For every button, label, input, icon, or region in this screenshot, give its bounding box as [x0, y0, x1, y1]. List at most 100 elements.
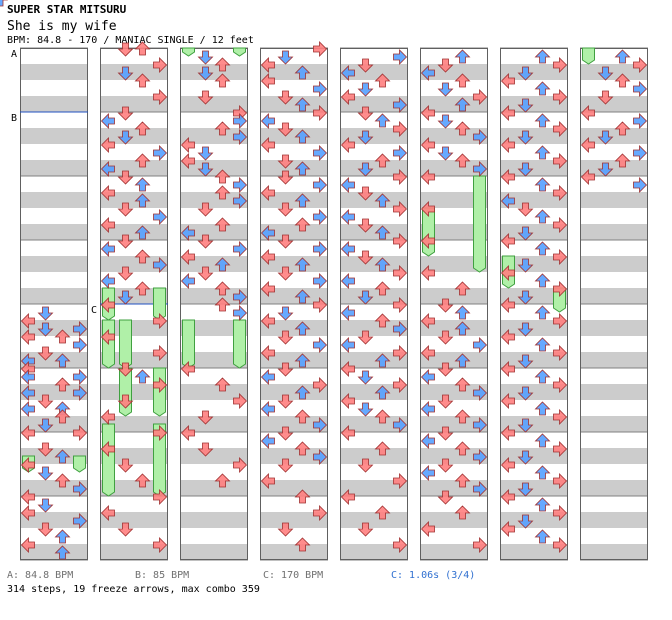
down-arrow-note [37, 466, 54, 481]
beat-stripe [100, 416, 168, 432]
down-arrow-note [357, 58, 374, 73]
down-arrow-note [277, 362, 294, 377]
freeze-arrow [182, 319, 195, 369]
beat-stripe [180, 480, 248, 496]
left-arrow-note [100, 441, 115, 457]
beat-stripe [20, 192, 88, 208]
chart-column [20, 47, 88, 561]
beat-stripe [180, 416, 248, 432]
right-arrow-note [393, 169, 408, 185]
left-arrow-note [260, 185, 275, 201]
right-arrow-note [393, 321, 408, 337]
beat-stripe [500, 480, 568, 496]
up-arrow-note [294, 217, 311, 232]
freeze-arrow [182, 47, 195, 57]
down-arrow-note [517, 482, 534, 497]
beat-stripe [180, 512, 248, 528]
left-arrow-note [500, 489, 515, 505]
beat-stripe [20, 96, 88, 112]
down-arrow-note [517, 98, 534, 113]
down-arrow-note [277, 170, 294, 185]
down-arrow-note [117, 362, 134, 377]
up-arrow-note [214, 297, 231, 312]
left-arrow-note [180, 361, 195, 377]
down-arrow-note [117, 458, 134, 473]
right-arrow-note [313, 241, 328, 257]
right-arrow-note [553, 153, 568, 169]
up-arrow-note [294, 289, 311, 304]
beat-stripe [420, 512, 488, 528]
down-arrow-note [37, 442, 54, 457]
left-arrow-note [340, 177, 355, 193]
down-arrow-note [37, 522, 54, 537]
right-arrow-note [153, 57, 168, 73]
left-arrow-note [500, 329, 515, 345]
chart-column [180, 47, 248, 561]
beat-stripe [580, 192, 648, 208]
undefined-arrow-note [0, 0, 8, 7]
beat-stripe [340, 96, 408, 112]
beat-stripe [500, 224, 568, 240]
beat-stripe [180, 64, 248, 80]
down-arrow-note [117, 66, 134, 81]
up-arrow-note [214, 73, 231, 88]
left-arrow-note [20, 313, 35, 329]
down-arrow-note [197, 266, 214, 281]
beat-stripe [500, 512, 568, 528]
up-arrow-note [534, 209, 551, 224]
up-arrow-note [214, 257, 231, 272]
beat-stripe [580, 320, 648, 336]
beat-stripe [260, 544, 328, 560]
beat-stripe [100, 96, 168, 112]
right-arrow-note [473, 129, 488, 145]
left-arrow-note [500, 521, 515, 537]
beat-stripe [500, 352, 568, 368]
beat-stripe [20, 416, 88, 432]
beat-stripe [500, 320, 568, 336]
down-arrow-note [117, 130, 134, 145]
left-arrow-note [500, 297, 515, 313]
down-arrow-note [517, 290, 534, 305]
down-arrow-note [517, 354, 534, 369]
beat-stripe [420, 256, 488, 272]
up-arrow-note [534, 497, 551, 512]
right-arrow-note [233, 241, 248, 257]
down-arrow-note [437, 82, 454, 97]
down-arrow-note [517, 202, 534, 217]
game-title: SUPER STAR MITSURU [7, 3, 127, 16]
column-border [20, 48, 88, 560]
up-arrow-note [374, 73, 391, 88]
left-arrow-note [500, 457, 515, 473]
left-arrow-note [20, 537, 35, 553]
right-arrow-note [633, 57, 648, 73]
left-arrow-note [420, 65, 435, 81]
beat-stripe [260, 320, 328, 336]
left-arrow-note [500, 169, 515, 185]
right-arrow-note [633, 145, 648, 161]
right-arrow-note [233, 113, 248, 129]
right-arrow-note [313, 337, 328, 353]
beat-stripe [420, 448, 488, 464]
right-arrow-note [553, 57, 568, 73]
beat-stripe [580, 160, 648, 176]
beat-stripe [420, 416, 488, 432]
left-arrow-note [340, 209, 355, 225]
right-arrow-note [313, 145, 328, 161]
left-arrow-note [420, 105, 435, 121]
beat-stripe [580, 448, 648, 464]
up-arrow-note [614, 49, 631, 64]
beat-stripe [260, 128, 328, 144]
right-arrow-note [553, 185, 568, 201]
right-arrow-note [233, 129, 248, 145]
left-arrow-note [100, 185, 115, 201]
down-arrow-note [357, 402, 374, 417]
beat-stripe [20, 384, 88, 400]
left-arrow-note [500, 105, 515, 121]
down-arrow-note [357, 130, 374, 145]
right-arrow-note [393, 417, 408, 433]
up-arrow-note [454, 49, 471, 64]
right-arrow-note [393, 49, 408, 65]
right-arrow-note [473, 417, 488, 433]
up-arrow-note [374, 505, 391, 520]
down-arrow-note [277, 330, 294, 345]
